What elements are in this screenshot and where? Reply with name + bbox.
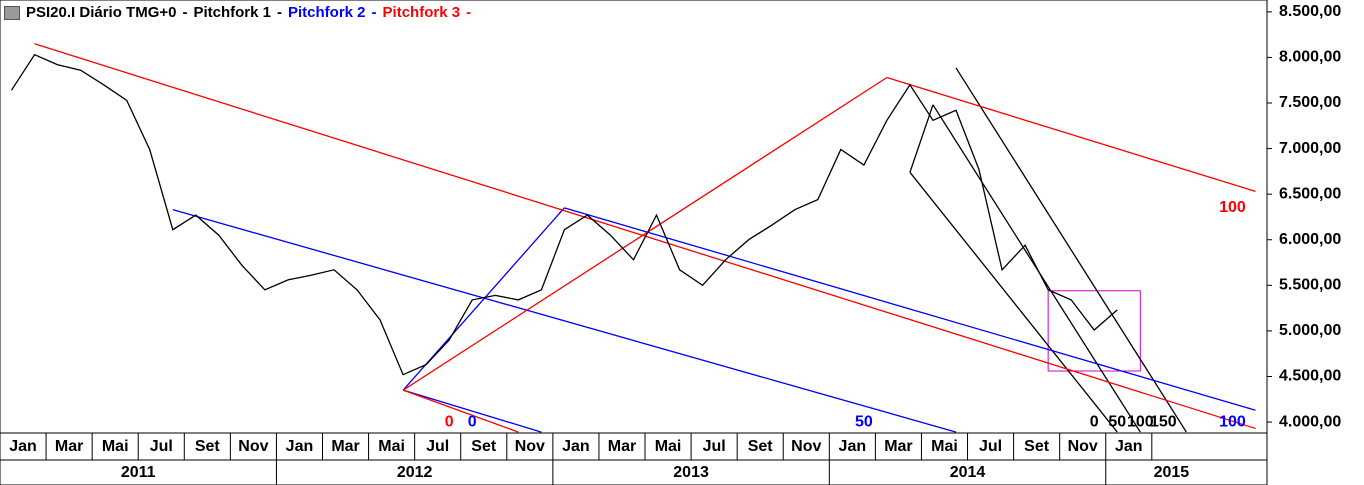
year-label: 2014 xyxy=(950,464,986,481)
x-tick-label: Mar xyxy=(884,438,912,455)
chart-title: PSI20.I Diário TMG+0 xyxy=(26,4,177,21)
x-tick-label: Jul xyxy=(703,438,726,455)
pitchfork-label: 0 xyxy=(1090,413,1099,430)
pitchfork-line xyxy=(886,76,1256,193)
pitchfork-line xyxy=(172,209,957,433)
x-tick-label: Jul xyxy=(979,438,1002,455)
x-tick-label: Mai xyxy=(378,438,405,455)
pitchfork-line xyxy=(402,76,888,391)
plot xyxy=(10,43,1256,433)
x-tick-label: Set xyxy=(1024,438,1050,455)
y-tick-label: 7.000,00 xyxy=(1279,140,1341,157)
pitchfork-label: 150 xyxy=(1150,413,1177,430)
legend-entry: Pitchfork 3 xyxy=(382,4,461,21)
pitchfork-line xyxy=(909,104,934,173)
x-tick-label: Jan xyxy=(1115,438,1143,455)
x-tick-label: Jul xyxy=(426,438,449,455)
pitchfork-line xyxy=(955,67,1187,433)
x-tick-label: Mar xyxy=(331,438,359,455)
pitchfork-line xyxy=(402,389,542,433)
x-tick-label: Set xyxy=(471,438,497,455)
separator: - xyxy=(182,4,188,21)
plot-area xyxy=(0,0,1268,434)
y-tick-label: 5.000,00 xyxy=(1279,322,1341,339)
x-tick-label: Set xyxy=(195,438,221,455)
y-tick-label: 5.500,00 xyxy=(1279,277,1341,294)
x-tick-label: Jan xyxy=(562,438,590,455)
x-tick-label: Nov xyxy=(791,438,821,455)
x-tick-label: Mar xyxy=(608,438,636,455)
separator: - xyxy=(277,4,282,21)
y-tick-label: 8.500,00 xyxy=(1279,3,1341,20)
y-tick-label: 7.500,00 xyxy=(1279,94,1341,111)
pitchfork-label: 100 xyxy=(1219,199,1246,216)
x-tick-label: Jul xyxy=(150,438,173,455)
x-axis-band xyxy=(0,432,1268,485)
legend-entry: Pitchfork 2 xyxy=(288,4,366,21)
x-tick-label: Set xyxy=(748,438,774,455)
x-tick-label: Mai xyxy=(931,438,958,455)
legend-entry: Pitchfork 1 xyxy=(193,4,271,21)
price-line xyxy=(10,53,1118,376)
x-tick-label: Nov xyxy=(238,438,268,455)
y-tick-label: 8.000,00 xyxy=(1279,49,1341,66)
x-tick-label: Jan xyxy=(839,438,867,455)
pitchfork-label: 0 xyxy=(468,413,477,430)
y-tick-label: 6.500,00 xyxy=(1279,185,1341,202)
y-tick-label: 6.000,00 xyxy=(1279,231,1341,248)
pitchfork-line xyxy=(564,207,1256,411)
year-label: 2012 xyxy=(397,464,433,481)
separator: - xyxy=(371,4,377,21)
pitchfork-line xyxy=(402,389,519,433)
x-tick-label: Mai xyxy=(102,438,129,455)
pitchfork-label: 50 xyxy=(855,413,873,430)
x-tick-label: Mai xyxy=(655,438,682,455)
y-tick-label: 4.500,00 xyxy=(1279,368,1341,385)
x-tick-label: Mar xyxy=(55,438,83,455)
header: PSI20.I Diário TMG+0- Pitchfork 1- Pitchfo… xyxy=(26,4,477,21)
highlight-box xyxy=(1047,290,1141,372)
separator: - xyxy=(466,4,472,21)
pitchfork-label: 100 xyxy=(1219,413,1246,430)
pitchfork-label: 0 xyxy=(445,413,454,430)
year-label: 2011 xyxy=(121,464,156,481)
pitchfork-label: 100 xyxy=(1127,413,1154,430)
pitchfork-label: 50 xyxy=(1108,413,1126,430)
x-tick-label: Jan xyxy=(286,438,314,455)
x-tick-label: Jan xyxy=(9,438,37,455)
y-tick-label: 4.000,00 xyxy=(1279,413,1341,430)
pitchfork-line xyxy=(909,171,1118,433)
year-label: 2013 xyxy=(673,464,709,481)
year-label: 2015 xyxy=(1154,464,1190,481)
chart-icon xyxy=(4,6,20,20)
axes: 4.000,00 4.500,00 5.000,00 5.500,00 6.000,00… xyxy=(0,3,1341,485)
x-tick-label: Nov xyxy=(515,438,545,455)
x-tick-label: Nov xyxy=(1068,438,1098,455)
